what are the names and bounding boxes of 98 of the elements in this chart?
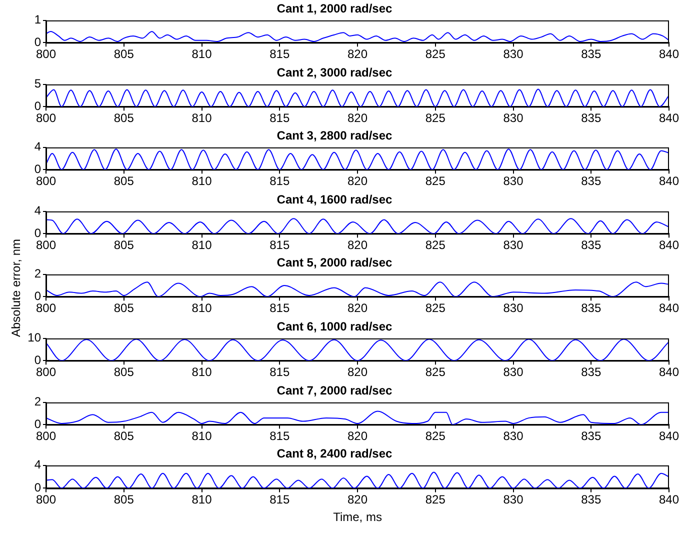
x-tick-label: 815 [270,492,290,507]
chart-title: Cant 2, 3000 rad/sec [276,65,393,80]
x-tick-label: 815 [270,238,290,252]
x-tick-label: 810 [192,302,212,316]
chart-title: Cant 3, 2800 rad/sec [276,128,393,143]
x-tick-label: 840 [658,238,680,252]
y-tick-label: 4 [34,140,42,154]
x-tick-label: 815 [270,365,290,380]
x-tick-label: 810 [192,428,212,443]
x-tick-label: 830 [503,238,524,252]
x-tick-label: 825 [425,365,446,380]
x-tick-label: 805 [114,174,134,188]
x-tick-label: 815 [270,110,290,125]
y-tick-label: 0 [34,289,42,304]
x-tick-label: 805 [114,302,134,316]
x-tick-label: 800 [36,174,56,188]
x-tick-label: 835 [581,428,602,443]
y-tick-label: 0 [34,352,42,367]
y-tick-label: 0 [34,98,42,113]
x-tick-label: 810 [192,492,212,507]
x-tick-label: 820 [347,238,368,252]
x-tick-label: 800 [36,428,56,443]
x-tick-label: 800 [36,238,56,252]
x-tick-label: 805 [114,110,134,125]
x-tick-label: 800 [36,365,56,380]
chart-title: Cant 6, 1000 rad/sec [276,320,393,334]
x-tick-label: 815 [270,302,290,316]
x-tick-label: 800 [36,302,56,316]
x-tick-label: 830 [503,365,524,380]
x-tick-label: 840 [658,174,680,188]
x-tick-label: 820 [347,174,368,188]
chart-title: Cant 1, 2000 rad/sec [276,2,393,16]
x-tick-label: 805 [114,492,134,507]
x-tick-label: 820 [347,47,368,62]
chart-title: Cant 7, 2000 rad/sec [276,383,393,398]
y-tick-label: 5 [34,76,42,90]
x-tick-label: 810 [192,174,212,188]
x-tick-label: 830 [503,110,524,125]
chart-title: Cant 8, 2400 rad/sec [276,446,393,461]
y-tick-label: 0 [34,162,42,176]
x-tick-label: 830 [503,492,524,507]
chart-title: Cant 5, 2000 rad/sec [276,256,393,270]
x-tick-label: 825 [425,110,446,125]
x-tick-label: 835 [581,47,602,62]
x-tick-label: 805 [114,47,134,62]
y-tick-label: 1 [34,12,42,27]
x-tick-label: 810 [192,365,212,380]
y-tick-label: 4 [34,458,42,472]
x-tick-label: 835 [581,492,602,507]
x-tick-label: 835 [581,174,602,188]
x-tick-label: 835 [581,238,602,252]
y-tick-label: 0 [34,416,42,431]
x-tick-label: 840 [658,428,680,443]
x-tick-label: 840 [658,110,680,125]
x-tick-label: 840 [658,365,680,380]
x-tick-label: 820 [347,492,368,507]
x-tick-label: 810 [192,110,212,125]
x-tick-label: 810 [192,47,212,62]
x-tick-label: 800 [36,492,56,507]
x-tick-label: 815 [270,47,290,62]
x-tick-label: 840 [658,302,680,316]
y-tick-label: 0 [34,480,42,495]
x-tick-label: 835 [581,110,602,125]
x-tick-label: 830 [503,302,524,316]
x-tick-label: 830 [503,174,524,188]
x-tick-label: 805 [114,428,134,443]
y-tick-label: 0 [34,226,42,240]
x-tick-label: 800 [36,110,56,125]
x-tick-label: 820 [347,110,368,125]
y-tick-label: 2 [34,394,42,408]
x-tick-label: 835 [581,365,602,380]
y-tick-label: 4 [34,204,42,218]
x-tick-label: 805 [114,365,134,380]
x-tick-label: 825 [425,492,446,507]
y-tick-label: 2 [34,267,42,282]
x-tick-label: 820 [347,365,368,380]
x-tick-label: 835 [581,302,602,316]
x-tick-label: 830 [503,428,524,443]
x-tick-label: 805 [114,238,134,252]
x-tick-label: 810 [192,238,212,252]
x-tick-label: 820 [347,302,368,316]
x-tick-label: 815 [270,428,290,443]
x-tick-label: 840 [658,47,680,62]
y-axis-title: Absolute error, nm [9,239,23,338]
x-tick-label: 800 [36,47,56,62]
chart-title: Cant 4, 1600 rad/sec [276,192,393,206]
x-axis-title: Time, ms [333,510,382,524]
x-tick-label: 825 [425,238,446,252]
y-tick-label: 10 [28,330,42,345]
x-tick-label: 825 [425,174,446,188]
y-tick-label: 0 [34,34,42,49]
x-tick-label: 840 [658,492,680,507]
x-tick-label: 825 [425,428,446,443]
x-tick-label: 825 [425,302,446,316]
x-tick-label: 815 [270,174,290,188]
x-tick-label: 830 [503,47,524,62]
x-tick-label: 825 [425,47,446,62]
x-tick-label: 820 [347,428,368,443]
